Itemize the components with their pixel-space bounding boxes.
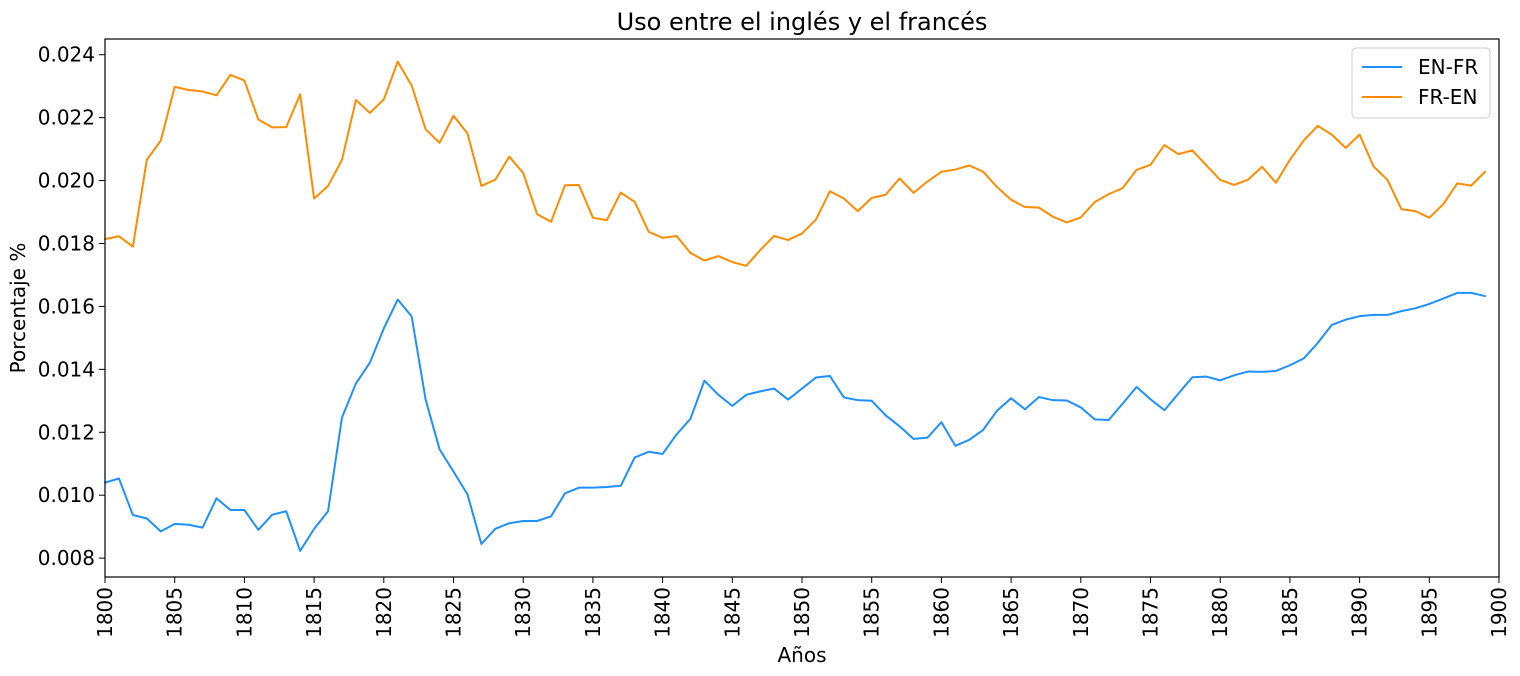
x-tick-label: 1885 [1278,587,1302,638]
x-tick-label: 1845 [720,587,744,638]
x-tick-label: 1865 [999,587,1023,638]
y-axis-title: Porcentaje % [6,243,30,374]
y-axis: 0.008 0.010 0.012 0.014 0.016 0.018 0.020 0.022… [38,43,105,570]
plot-lines [104,60,1487,552]
y-tick-label: 0.022 [38,106,95,130]
y-tick-label: 0.014 [38,357,95,381]
x-tick-label: 1840 [651,587,675,638]
y-tick-label: 0.018 [38,232,95,256]
x-tick-label: 1900 [1487,587,1511,638]
legend-box [1351,47,1491,119]
y-tick-label: 0.020 [38,169,95,193]
legend-label-fr-en: FR-EN [1418,85,1477,109]
x-tick-label: 1815 [302,587,326,638]
x-tick-label: 1855 [860,587,884,638]
x-tick-label: 1825 [442,587,466,638]
y-tick-label: 0.008 [38,546,95,570]
x-tick-label: 1870 [1069,587,1093,638]
x-tick-label: 1800 [93,587,117,638]
x-tick-label: 1820 [372,587,396,638]
x-axis: 1800 1805 1810 1815 1820 1825 1830 1835 1840 1845… [93,577,1511,638]
legend-label-en-fr: EN-FR [1418,55,1478,79]
x-tick-label: 1875 [1139,587,1163,638]
series-line-fr-en [104,60,1487,267]
x-tick-label: 1835 [581,587,605,638]
x-tick-label: 1890 [1348,587,1372,638]
y-tick-label: 0.010 [38,483,95,507]
x-tick-label: 1830 [511,587,535,638]
x-axis-title: Años [777,643,826,667]
y-tick-label: 0.012 [38,420,95,444]
legend: EN-FR FR-EN [1351,47,1491,119]
y-tick-label: 0.016 [38,294,95,318]
x-tick-label: 1810 [232,587,256,638]
x-tick-label: 1895 [1417,587,1441,638]
series-line-en-fr [104,291,1487,552]
x-tick-label: 1860 [929,587,953,638]
chart-title: Uso entre el inglés y el francés [617,8,988,36]
x-tick-label: 1880 [1208,587,1232,638]
y-tick-label: 0.024 [38,43,95,67]
x-tick-label: 1805 [163,587,187,638]
x-tick-label: 1850 [790,587,814,638]
